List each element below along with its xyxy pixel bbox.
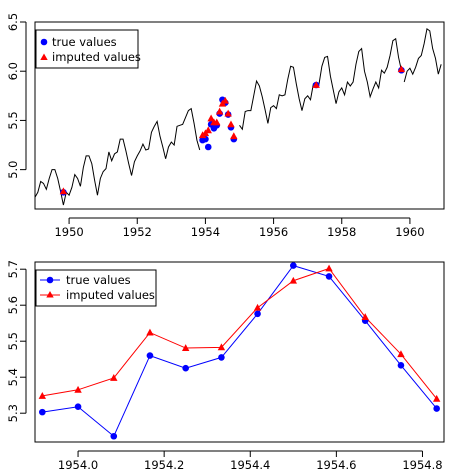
bottom-x-tick-label-3: 1954.6 [316,458,356,472]
top-series-line-1 [239,37,402,131]
top-plot-box [34,21,445,210]
bottom-point-true-values-5 [218,354,225,361]
top-legend-imputed-label: imputed values [52,50,141,64]
top-x-tick-label-2: 1954 [191,225,220,239]
bottom-point-imputed-values-2 [110,374,118,381]
top-y-tick-label-2: 6.0 [6,62,20,80]
top-legend: true values imputed values [35,29,141,69]
bottom-point-true-values-10 [397,362,405,369]
top-point-imputed-values-11 [227,120,235,128]
top-x-tick-label-3: 1956 [259,225,288,239]
top-series-line-2 [403,28,442,83]
bottom-y-tick-label-3: 5.6 [6,296,20,314]
bottom-point-imputed-values-1 [74,385,82,393]
top-legend-box [35,29,139,69]
bottom-legend-true-label: true values [66,273,131,287]
bottom-point-true-values-2 [110,432,118,440]
bottom-legend: true values imputed values [35,269,157,307]
bottom-series-line-0 [42,265,438,438]
bottom-point-true-values-0 [39,408,46,416]
bottom-legend-box [35,269,157,307]
bottom-point-true-values-4 [182,364,189,372]
bottom-y-tick-label-0: 5.3 [6,404,20,422]
bottom-point-imputed-values-4 [181,344,190,351]
top-point-imputed-values-14 [397,65,406,73]
bottom-point-imputed-values-6 [253,303,262,311]
bottom-chart: 1954.0 1954.2 1954.4 1954.6 1954.8 5.3 5.4 5.5… [6,260,445,472]
bottom-point-imputed-values-7 [289,276,298,284]
bottom-y-tick-label-1: 5.4 [6,368,20,386]
bottom-point-imputed-values-11 [432,394,441,402]
top-point-imputed-values-9 [221,96,229,104]
top-legend-true-label: true values [52,35,117,49]
top-x-tick-label-0: 1950 [54,225,83,239]
bottom-point-imputed-values-5 [217,343,226,351]
top-point-imputed-values-6 [213,118,221,126]
top-x-tick-label-5: 1960 [395,225,424,239]
top-x-tick-label-1: 1952 [123,225,152,239]
bottom-legend-imputed-label: imputed values [66,288,155,302]
top-legend-imputed-marker [40,53,48,60]
bottom-plot-box [34,261,445,443]
bottom-point-true-values-1 [74,403,82,411]
top-y-tick-label-1: 5.5 [6,111,20,129]
bottom-x-tick-label-4: 1954.8 [402,458,442,472]
top-y-tick-label-0: 5.0 [6,160,20,178]
top-point-imputed-values-7 [215,107,224,115]
bottom-x-tick-label-0: 1954.0 [58,458,98,472]
bottom-point-true-values-6 [254,310,261,318]
top-point-imputed-values-12 [230,132,238,140]
top-point-imputed-values-4 [207,114,215,122]
top-series-line-0 [34,107,201,206]
bottom-point-imputed-values-8 [325,264,333,272]
top-point-true-values-3 [204,143,212,151]
bottom-point-true-values-7 [290,262,297,269]
top-chart: 1950 1952 1954 1956 1958 1960 5.0 5.5 6.0 6.5 tr… [6,13,445,239]
bottom-x-tick-label-2: 1954.4 [230,458,270,472]
bottom-y-tick-label-4: 5.7 [6,260,20,278]
bottom-point-true-values-3 [146,352,154,359]
top-point-imputed-values-3 [204,126,212,134]
top-legend-true-marker [40,38,48,46]
top-point-imputed-values-13 [312,81,320,88]
top-point-imputed-values-10 [224,109,232,117]
bottom-point-true-values-11 [433,405,440,412]
bottom-y-tick-label-2: 5.5 [6,332,20,350]
bottom-point-imputed-values-3 [146,328,154,336]
bottom-point-true-values-8 [325,273,333,280]
top-y-tick-label-3: 6.5 [6,13,20,31]
bottom-point-imputed-values-0 [38,392,47,399]
bottom-legend-true-marker [46,276,54,284]
bottom-x-tick-label-1: 1954.2 [144,458,184,472]
bottom-point-imputed-values-9 [361,313,369,320]
bottom-point-imputed-values-10 [397,350,405,358]
bottom-legend-imputed-marker [46,291,54,298]
bottom-series-line-1 [42,267,438,400]
top-point-imputed-values-0 [59,187,68,195]
top-x-tick-label-4: 1958 [327,225,356,239]
